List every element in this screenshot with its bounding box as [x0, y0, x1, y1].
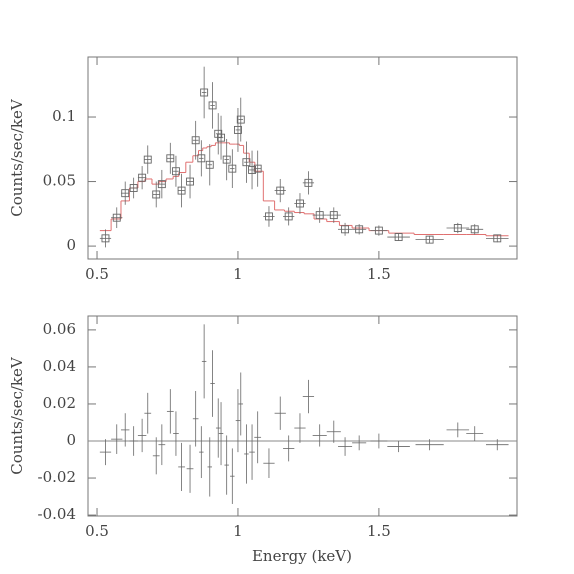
data-point	[152, 190, 161, 199]
data-point	[470, 225, 479, 234]
data-point	[205, 160, 214, 169]
x-tick-label: 0.5	[85, 522, 109, 540]
data-point	[394, 233, 403, 242]
data-point	[265, 212, 273, 221]
data-point	[112, 213, 121, 222]
data-point	[208, 101, 217, 110]
data-point	[143, 155, 152, 164]
data-point	[101, 234, 110, 243]
x-tick-label: 1	[233, 265, 243, 283]
data-point	[191, 136, 200, 145]
data-point	[177, 186, 186, 195]
data-point	[296, 199, 304, 208]
data-point	[166, 154, 175, 163]
y-tick-label: 0.02	[43, 394, 76, 412]
y-tick-label: -0.04	[38, 505, 76, 523]
y-tick-label: 0.04	[43, 357, 76, 375]
y-tick-label: 0.06	[43, 320, 76, 338]
data-point	[355, 225, 364, 234]
data-point	[242, 158, 251, 167]
data-point	[248, 165, 256, 174]
data-point	[374, 226, 383, 235]
data-point	[329, 211, 338, 220]
data-point	[253, 164, 262, 173]
data-point	[234, 125, 242, 134]
data-point	[493, 234, 502, 243]
plot-frame	[87, 56, 518, 260]
x-tick-label: 1.5	[367, 265, 391, 283]
data-point	[200, 88, 209, 97]
data-point	[276, 186, 285, 195]
y-tick-label: 0.1	[52, 107, 76, 125]
y-tick-label: 0	[66, 236, 76, 254]
x-tick-label: 1	[233, 522, 243, 540]
data-point	[138, 173, 147, 182]
x-axis-label: Energy (keV)	[252, 547, 352, 565]
data-point	[315, 211, 324, 220]
x-tick-label: 1.5	[367, 522, 391, 540]
data-point	[228, 164, 237, 173]
data-point	[453, 224, 462, 232]
y-tick-label: 0	[66, 431, 76, 449]
data-point	[304, 178, 313, 187]
y-tick-label: -0.02	[38, 468, 76, 486]
data-point	[222, 155, 231, 164]
data-point	[171, 167, 180, 176]
x-tick-label: 0.5	[85, 265, 109, 283]
data-point	[197, 154, 206, 163]
y-axis-label: Counts/sec/keV	[8, 98, 26, 217]
y-axis-label: Counts/sec/keV	[8, 356, 26, 475]
plot-frame	[87, 315, 518, 517]
data-point	[129, 184, 138, 192]
data-point	[157, 180, 166, 189]
data-point	[236, 115, 245, 124]
data-point	[284, 212, 293, 221]
data-point	[121, 189, 130, 198]
y-tick-label: 0.05	[43, 172, 76, 190]
data-point	[425, 235, 434, 244]
data-point	[186, 177, 194, 186]
data-point	[341, 225, 350, 234]
data-point	[217, 133, 225, 142]
